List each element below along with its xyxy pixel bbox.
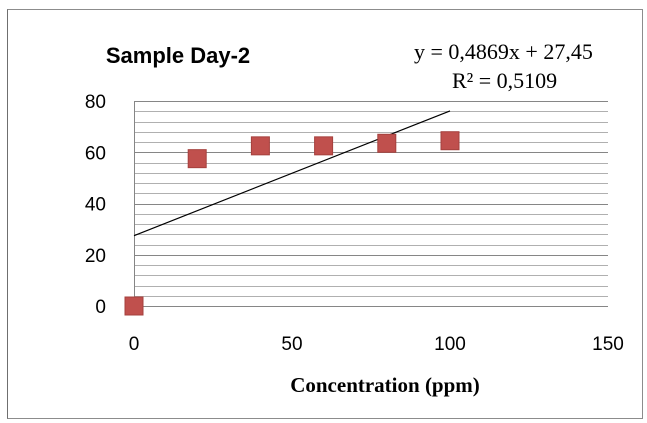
data-point xyxy=(187,149,207,169)
x-tick-label: 100 xyxy=(434,334,466,355)
scatter-chart: 0 20 40 60 80 0 50 100 150 Sample Day-2 y = 0,48… xyxy=(85,39,624,397)
y-tick-label: 60 xyxy=(85,143,106,164)
trendline xyxy=(133,110,451,237)
y-tick-label: 0 xyxy=(95,297,106,318)
trendline-r-squared: R² = 0,5109 xyxy=(452,68,557,93)
data-point xyxy=(124,296,144,316)
data-point xyxy=(377,133,397,153)
x-tick-label: 50 xyxy=(281,334,302,355)
tick-labels: 0 20 40 60 80 0 50 100 150 xyxy=(85,92,624,355)
gridlines xyxy=(134,101,608,307)
chart-frame: 0 20 40 60 80 0 50 100 150 Sample Day-2 y = 0,48… xyxy=(7,9,643,419)
data-points xyxy=(124,131,460,316)
y-tick-label: 40 xyxy=(85,195,106,216)
y-tick-label: 80 xyxy=(85,92,106,113)
trendline-group xyxy=(133,110,451,237)
x-axis-label: Concentration (ppm) xyxy=(290,373,480,397)
data-point xyxy=(314,136,334,156)
y-tick-label: 20 xyxy=(85,246,106,267)
x-tick-label: 150 xyxy=(592,334,624,355)
data-point xyxy=(440,131,460,151)
x-tick-label: 0 xyxy=(129,334,140,355)
trendline-equation: y = 0,4869x + 27,45 xyxy=(414,39,593,64)
chart-title: Sample Day-2 xyxy=(106,43,250,68)
data-point xyxy=(250,136,270,156)
